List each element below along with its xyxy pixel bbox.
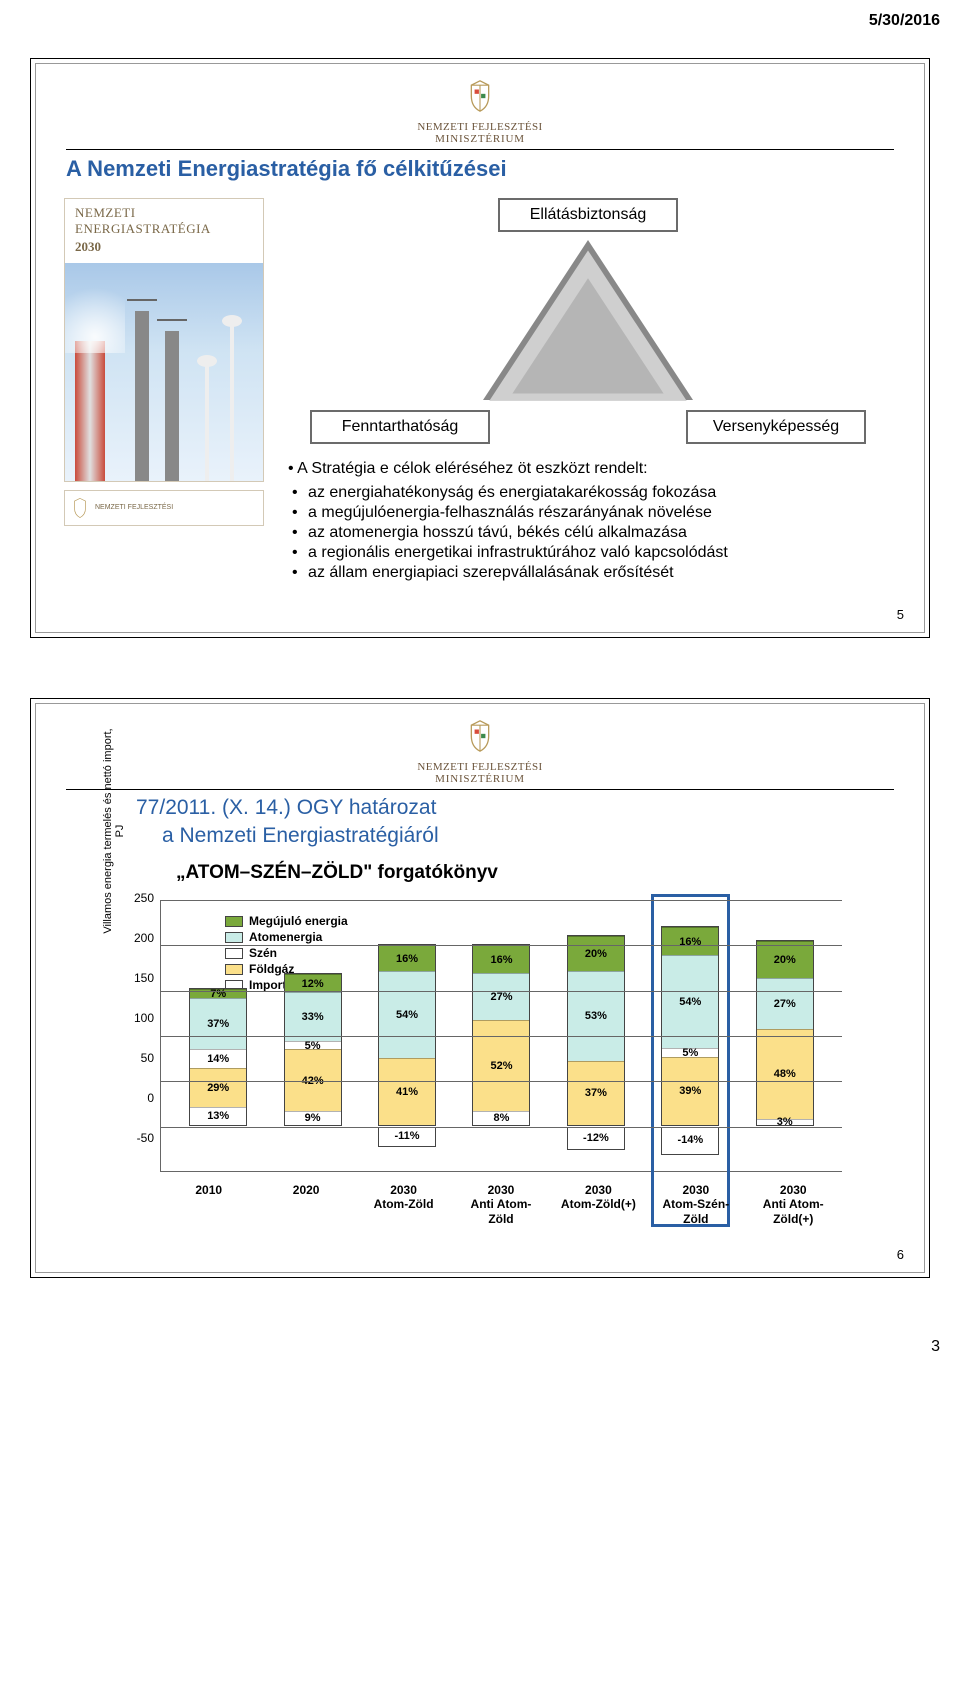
divider <box>66 149 894 150</box>
slide2-title-line1: 77/2011. (X. 14.) OGY határozat <box>136 796 904 820</box>
plot-area: Megújuló energiaAtomenergiaSzénFöldgázIm… <box>160 900 842 1172</box>
strategy-bullets: az energiahatékonyság és energiatakaréko… <box>306 484 896 582</box>
cover-year: 2030 <box>65 239 263 263</box>
slide-number: 5 <box>897 607 904 622</box>
scenario-label: „ATOM–SZÉN–ZÖLD" forgatókönyv <box>176 862 904 884</box>
bar-segment: 39% <box>662 1057 718 1125</box>
slide-title: A Nemzeti Energiastratégia fő célkitűzés… <box>66 156 904 182</box>
ministry-label: NEMZETI FEJLESZTÉSI MINISZTÉRIUM <box>56 761 904 785</box>
bullet-item: a regionális energetikai infrastruktúráh… <box>306 544 896 562</box>
y-ticks: 250200150100500-50 <box>126 892 154 1172</box>
crest-icon <box>56 78 904 119</box>
bar-segment: 8% <box>473 1111 529 1125</box>
bar-segment: 37% <box>568 1061 624 1124</box>
bar-segment: 33% <box>285 992 341 1041</box>
page-number: 3 <box>0 1338 960 1368</box>
bullet-item: az állam energiapiaci szerepvállalásának… <box>306 564 896 582</box>
x-label: 2030Atom-Zöld(+) <box>550 1183 647 1226</box>
bullet-item: az energiahatékonyság és energiatakaréko… <box>306 484 896 502</box>
slide-number: 6 <box>897 1247 904 1262</box>
bullet-item: a megújulóenergia-felhasználás részarány… <box>306 504 896 522</box>
x-label: 2030Anti Atom-Zöld <box>452 1183 549 1226</box>
bar-segment: 27% <box>757 978 813 1029</box>
bar-segment: 29% <box>190 1068 246 1107</box>
bar-segment: 12% <box>285 974 341 992</box>
strategy-intro: • A Stratégia e célok eléréséhez öt eszk… <box>288 460 896 478</box>
bar-negative-segment: -14% <box>661 1127 719 1155</box>
bar-negative-segment: -12% <box>567 1127 625 1150</box>
bar-segment: 16% <box>662 927 718 955</box>
bar-segment: 52% <box>473 1020 529 1111</box>
bar-segment: 5% <box>662 1048 718 1057</box>
bar-segment: 48% <box>757 1029 813 1119</box>
x-label: 2030Anti Atom-Zöld(+) <box>745 1183 842 1226</box>
slide-2: NEMZETI FEJLESZTÉSI MINISZTÉRIUM 77/2011… <box>30 698 930 1278</box>
x-label: 2010 <box>160 1183 257 1226</box>
bar-segment: 54% <box>379 971 435 1058</box>
x-labels: 201020202030Atom-Zöld2030Anti Atom-Zöld2… <box>160 1183 842 1226</box>
bar-segment: 37% <box>190 998 246 1048</box>
ministry-label: NEMZETI FEJLESZTÉSI MINISZTÉRIUM <box>56 121 904 145</box>
bar-segment: 16% <box>379 945 435 971</box>
bar-segment: 13% <box>190 1107 246 1125</box>
apex-label: Ellátásbiztonság <box>498 198 678 232</box>
left-label: Fenntarthatóság <box>310 410 490 444</box>
y-axis-label: Villamos energia termelés és nettó impor… <box>102 726 126 936</box>
bar-segment: 27% <box>473 973 529 1020</box>
slide2-title-line2: a Nemzeti Energiastratégiáról <box>162 824 904 848</box>
cover-footer-crest: NEMZETI FEJLESZTÉSI <box>64 490 264 526</box>
divider <box>66 789 894 790</box>
x-label: 2020 <box>257 1183 354 1226</box>
triangle-graphic <box>483 240 693 400</box>
strategy-cover: NEMZETI ENERGIASTRATÉGIA 2030 <box>64 198 264 584</box>
bullet-item: az atomenergia hosszú távú, békés célú a… <box>306 524 896 542</box>
x-label: 2030Atom-Zöld <box>355 1183 452 1226</box>
x-label: 2030Atom-Szén-Zöld <box>647 1183 744 1226</box>
slide-1: NEMZETI FEJLESZTÉSI MINISZTÉRIUM A Nemze… <box>30 58 930 638</box>
stacked-bar-chart: Villamos energia termelés és nettó impor… <box>110 892 850 1232</box>
bar-segment: 5% <box>285 1041 341 1049</box>
bar-segment: 14% <box>190 1049 246 1068</box>
bar-segment: 20% <box>757 941 813 979</box>
bar-segment: 9% <box>285 1111 341 1124</box>
bar-segment: 41% <box>379 1058 435 1124</box>
bar-segment: 3% <box>757 1119 813 1125</box>
bar-segment: 53% <box>568 971 624 1062</box>
page-date: 5/30/2016 <box>0 0 960 38</box>
bar-segment: 20% <box>568 936 624 970</box>
bar-segment: 16% <box>473 945 529 973</box>
right-label: Versenyképesség <box>686 410 866 444</box>
bar-negative-segment: -11% <box>378 1127 436 1147</box>
cover-illustration <box>65 263 263 481</box>
crest-icon <box>56 718 904 759</box>
bar-segment: 54% <box>662 955 718 1048</box>
cover-title: NEMZETI ENERGIASTRATÉGIA <box>65 199 263 239</box>
bar-segment: 42% <box>285 1049 341 1111</box>
